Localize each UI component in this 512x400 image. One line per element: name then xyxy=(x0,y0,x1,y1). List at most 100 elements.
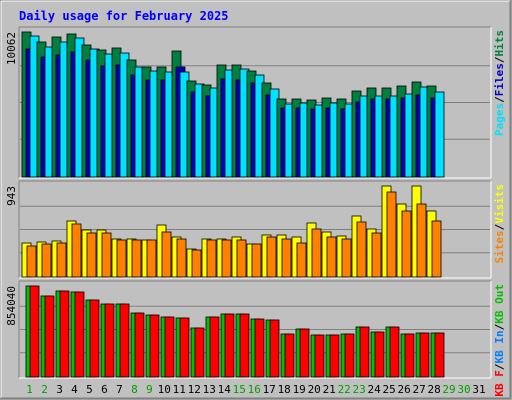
legend-separator: / xyxy=(493,56,506,63)
bar-sites-day-6 xyxy=(101,232,112,278)
legend-separator: / xyxy=(493,96,506,103)
day-label-28: 28 xyxy=(427,383,440,396)
day-label-22: 22 xyxy=(338,383,351,396)
day-label-16: 16 xyxy=(248,383,261,396)
legend-entry-hits: Hits xyxy=(493,30,506,57)
legend-separator: / xyxy=(493,363,506,370)
bar-sites-day-15 xyxy=(236,239,247,278)
bar-kb-f-day-10 xyxy=(164,316,175,378)
day-label-5: 5 xyxy=(86,383,93,396)
legend-entry-visits: Visits xyxy=(493,184,506,224)
legend-entry-kb-f: KB F xyxy=(493,370,506,397)
bar-sites-day-3 xyxy=(56,242,67,278)
max-value-label-bot: 854040 xyxy=(5,286,18,326)
bar-sites-day-16 xyxy=(251,243,262,278)
day-label-10: 10 xyxy=(158,383,171,396)
day-label-12: 12 xyxy=(188,383,201,396)
panels: 10062Pages/Files/Hits943Sites/Visits8540… xyxy=(5,26,506,397)
bar-kb-f-day-25 xyxy=(389,326,400,378)
legend-entry-kb-out: KB Out xyxy=(493,284,506,324)
bar-kb-f-day-13 xyxy=(209,316,220,378)
day-label-9: 9 xyxy=(146,383,153,396)
bar-kb-f-day-16 xyxy=(254,318,265,378)
bar-sites-day-8 xyxy=(131,239,142,278)
bar-kb-f-day-1 xyxy=(29,285,40,378)
day-label-3: 3 xyxy=(56,383,63,396)
bar-kb-f-day-28 xyxy=(434,332,445,378)
bar-sites-day-1 xyxy=(26,245,37,278)
day-label-8: 8 xyxy=(131,383,138,396)
bar-sites-day-9 xyxy=(146,239,157,278)
day-label-6: 6 xyxy=(101,383,108,396)
bar-kb-f-day-7 xyxy=(119,303,130,378)
max-value-label-mid: 943 xyxy=(5,186,18,206)
bar-kb-f-day-22 xyxy=(344,333,355,378)
bar-sites-day-13 xyxy=(206,239,217,278)
legend-bot: KB F/KB In/KB Out xyxy=(493,284,506,397)
bar-kb-f-day-20 xyxy=(314,334,325,378)
day-label-13: 13 xyxy=(203,383,216,396)
bar-sites-day-7 xyxy=(116,239,127,278)
bar-sites-day-19 xyxy=(296,242,307,278)
bar-sites-day-4 xyxy=(71,223,82,278)
bar-kb-f-day-23 xyxy=(359,326,370,378)
legend-entry-pages: Pages xyxy=(493,103,506,136)
bar-sites-day-18 xyxy=(281,238,292,278)
legend-entry-kb-in: KB In xyxy=(493,330,506,363)
day-label-2: 2 xyxy=(41,383,48,396)
day-label-4: 4 xyxy=(71,383,78,396)
bar-kb-f-day-9 xyxy=(149,314,160,378)
legend-separator: / xyxy=(493,323,506,330)
bar-sites-day-2 xyxy=(41,243,52,278)
bar-sites-day-12 xyxy=(191,249,202,278)
panel-mid: 943 Sites/Visits xyxy=(5,180,506,279)
bar-kb-f-day-18 xyxy=(284,333,295,378)
day-label-1: 1 xyxy=(26,383,33,396)
bar-kb-f-day-24 xyxy=(374,331,385,378)
day-label-20: 20 xyxy=(308,383,321,396)
day-label-19: 19 xyxy=(293,383,306,396)
bar-sites-day-21 xyxy=(326,236,337,278)
bar-sites-day-10 xyxy=(161,231,172,278)
bar-kb-f-day-21 xyxy=(329,334,340,378)
bar-kb-f-day-12 xyxy=(194,327,205,378)
bar-kb-f-day-8 xyxy=(134,312,145,378)
bar-kb-f-day-5 xyxy=(89,299,100,378)
day-label-31: 31 xyxy=(472,383,485,396)
legend-top: Pages/Files/Hits xyxy=(493,30,506,136)
bar-sites-day-5 xyxy=(86,232,97,278)
bar-kb-f-day-19 xyxy=(299,328,310,378)
day-label-11: 11 xyxy=(173,383,186,396)
bar-pages-day-28 xyxy=(434,91,445,178)
day-label-17: 17 xyxy=(263,383,276,396)
day-label-14: 14 xyxy=(218,383,232,396)
bar-kb-f-day-6 xyxy=(104,303,115,378)
bar-sites-day-24 xyxy=(371,232,382,278)
bar-sites-day-28 xyxy=(431,220,442,278)
legend-separator: / xyxy=(493,223,506,230)
bar-kb-f-day-27 xyxy=(419,332,430,378)
bar-kb-f-day-17 xyxy=(269,319,280,378)
day-label-7: 7 xyxy=(116,383,123,396)
legend-entry-files: Files xyxy=(493,63,506,96)
bar-kb-f-day-4 xyxy=(74,291,85,378)
day-label-29: 29 xyxy=(442,383,455,396)
bar-sites-day-22 xyxy=(341,238,352,278)
day-label-30: 30 xyxy=(457,383,470,396)
day-label-24: 24 xyxy=(367,383,381,396)
bar-kb-f-day-26 xyxy=(404,333,415,378)
bar-sites-day-25 xyxy=(386,191,397,278)
max-value-label-top: 10062 xyxy=(5,32,18,65)
bar-kb-f-day-11 xyxy=(179,317,190,378)
day-label-15: 15 xyxy=(233,383,246,396)
day-label-21: 21 xyxy=(323,383,336,396)
bar-sites-day-26 xyxy=(401,210,412,278)
day-label-27: 27 xyxy=(412,383,425,396)
bar-kb-f-day-14 xyxy=(224,313,235,378)
bar-kb-f-day-3 xyxy=(59,290,70,378)
bar-sites-day-11 xyxy=(176,238,187,278)
bar-sites-day-17 xyxy=(266,236,277,278)
